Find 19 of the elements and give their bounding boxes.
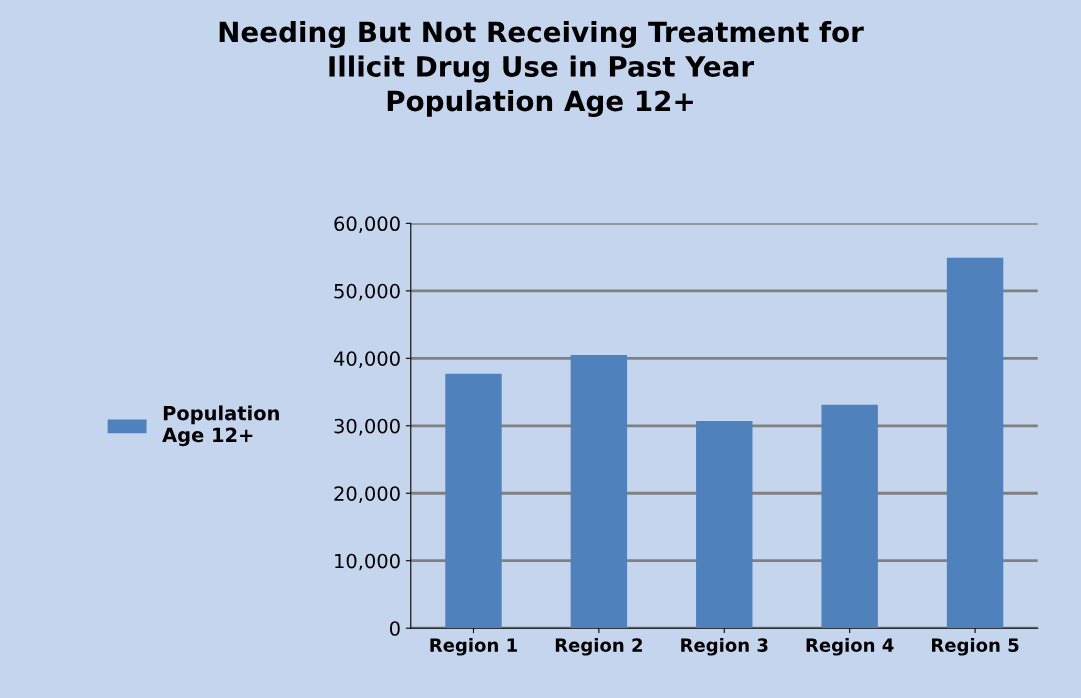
chart-title: Needing But Not Receiving Treatment for Illicit Drug Use in Past Year Population Age 12+ — [219, 20, 864, 118]
y-tick-label: 10,000 — [335, 553, 400, 571]
x-tick-label: Region 1 — [430, 637, 517, 656]
x-tick-label: Region 4 — [806, 637, 894, 656]
y-tick-label: 20,000 — [334, 486, 400, 503]
bar — [821, 404, 878, 629]
y-tick-label: 50,000 — [334, 283, 400, 301]
y-tick-label: 40,000 — [333, 351, 400, 368]
bar — [570, 354, 628, 629]
y-tick-label: 60,000 — [334, 216, 400, 234]
bar — [946, 257, 1004, 629]
x-tick-label: Region 3 — [681, 637, 768, 656]
legend-label: Population Age 12+ — [162, 405, 279, 447]
y-tick-label: 30,000 — [334, 418, 400, 436]
bar — [696, 421, 753, 629]
x-tick-label: Region 5 — [932, 637, 1019, 656]
x-tick-label: Region 2 — [555, 637, 642, 656]
bar — [445, 373, 502, 629]
y-tick-label: 0 — [389, 621, 400, 636]
